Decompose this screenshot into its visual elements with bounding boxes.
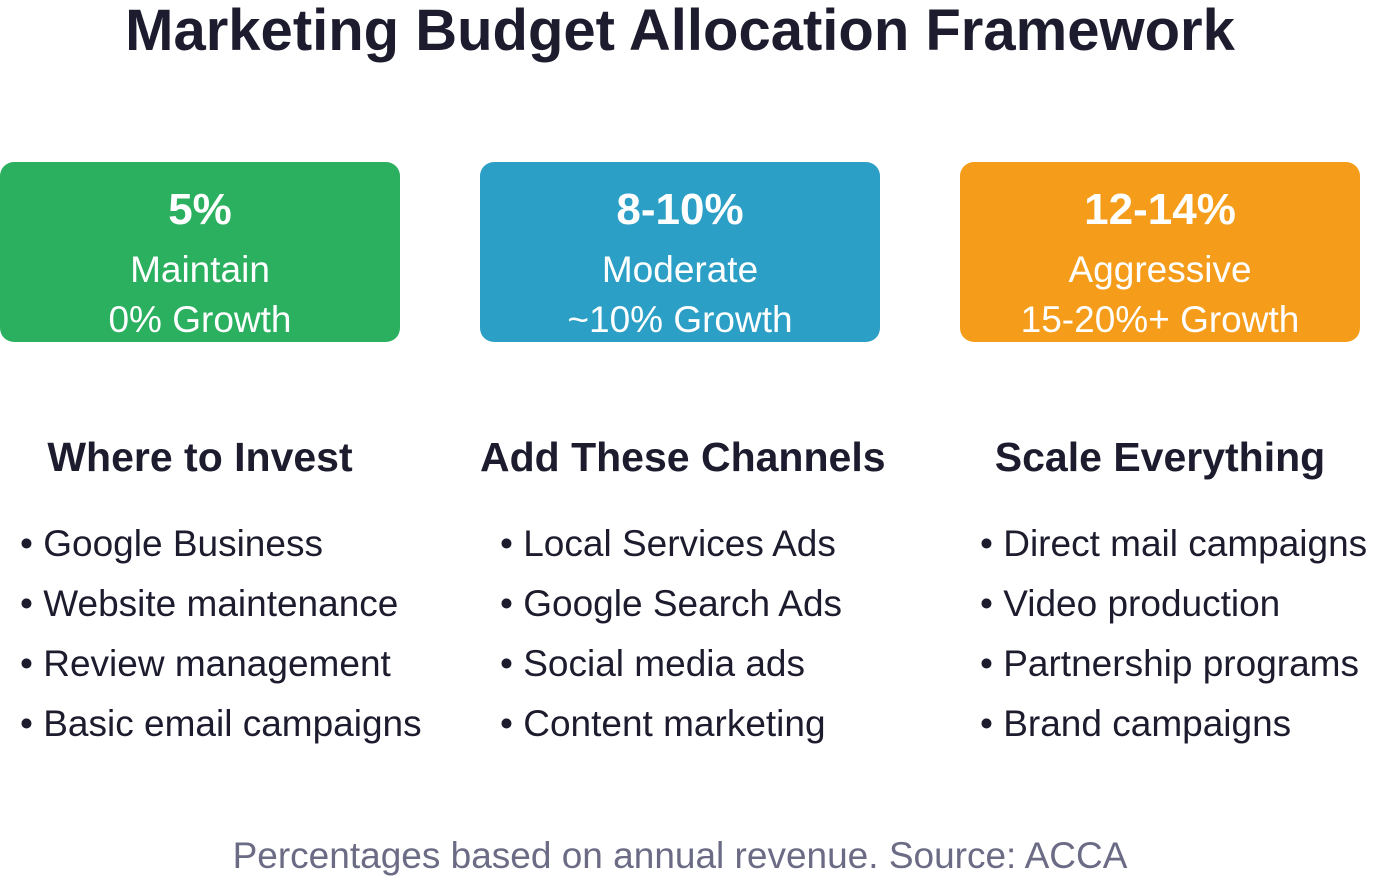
tier-percentage: 8-10% bbox=[616, 185, 744, 234]
list-item-text: Direct mail campaigns bbox=[1003, 523, 1368, 564]
list-item: • Review management bbox=[20, 643, 391, 684]
list-item-text: Review management bbox=[43, 643, 391, 684]
list-item: • Google Business bbox=[20, 523, 323, 564]
list-item-text: Social media ads bbox=[523, 643, 805, 684]
list-item-text: Website maintenance bbox=[43, 583, 399, 624]
list-item: • Brand campaigns bbox=[980, 703, 1292, 744]
source-footnote: Percentages based on annual revenue. Sou… bbox=[232, 835, 1128, 876]
column-heading-add-channels: Add These Channels bbox=[480, 434, 886, 480]
tier-percentage: 12-14% bbox=[1084, 185, 1236, 234]
bullet-list-maintain: • Google Business • Website maintenance … bbox=[20, 514, 422, 754]
tier-box-maintain: 5% Maintain 0% Growth bbox=[0, 162, 400, 342]
tier-name: Aggressive bbox=[1068, 249, 1252, 290]
column-heading-scale-everything: Scale Everything bbox=[994, 434, 1326, 480]
tier-name: Maintain bbox=[130, 249, 270, 290]
tier-percentage: 5% bbox=[168, 185, 232, 234]
list-item-text: Google Business bbox=[43, 523, 323, 564]
list-item: • Partnership programs bbox=[980, 643, 1359, 684]
list-item-text: Partnership programs bbox=[1003, 643, 1359, 684]
list-item: • Basic email campaigns bbox=[20, 703, 422, 744]
bullet-list-moderate: • Local Services Ads • Google Search Ads… bbox=[500, 514, 842, 754]
list-item-text: Brand campaigns bbox=[1003, 703, 1292, 744]
page-title: Marketing Budget Allocation Framework bbox=[125, 0, 1235, 63]
column-heading-where-to-invest: Where to Invest bbox=[47, 434, 353, 480]
list-item: • Google Search Ads bbox=[500, 583, 843, 624]
list-item-text: Content marketing bbox=[523, 703, 826, 744]
tier-growth: 15-20%+ Growth bbox=[1020, 299, 1300, 340]
list-item: • Video production bbox=[980, 583, 1281, 624]
tier-growth: 0% Growth bbox=[108, 299, 292, 340]
list-item: • Social media ads bbox=[500, 643, 805, 684]
tier-name: Moderate bbox=[601, 249, 759, 290]
list-item: • Local Services Ads bbox=[500, 523, 836, 564]
list-item-text: Local Services Ads bbox=[523, 523, 836, 564]
list-item-text: Basic email campaigns bbox=[43, 703, 422, 744]
bullet-list-aggressive: • Direct mail campaigns • Video producti… bbox=[980, 514, 1367, 754]
list-item: • Content marketing bbox=[500, 703, 826, 744]
tier-box-moderate: 8-10% Moderate ~10% Growth bbox=[480, 162, 880, 342]
tier-growth: ~10% Growth bbox=[567, 299, 793, 340]
list-item: • Direct mail campaigns bbox=[980, 523, 1368, 564]
tier-box-aggressive: 12-14% Aggressive 15-20%+ Growth bbox=[960, 162, 1360, 342]
list-item-text: Google Search Ads bbox=[523, 583, 843, 624]
list-item-text: Video production bbox=[1003, 583, 1281, 624]
list-item: • Website maintenance bbox=[20, 583, 399, 624]
